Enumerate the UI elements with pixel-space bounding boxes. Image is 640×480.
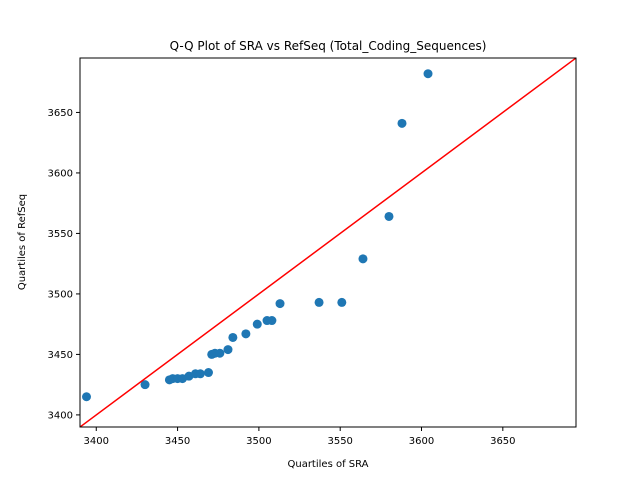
data-point-18 [267,316,277,326]
x-tick-label-3500: 3500 [246,436,271,447]
data-point-0 [82,392,92,402]
data-point-12 [215,348,225,358]
x-tick-label-3400: 3400 [84,436,109,447]
plot-frame [79,57,577,428]
y-tick-label-3400: 3400 [48,410,73,421]
x-tick-label-3450: 3450 [165,436,190,447]
data-point-9 [203,368,213,378]
plot-area [80,58,576,427]
y-tick-label-3550: 3550 [48,229,73,240]
data-point-15 [241,329,251,339]
data-point-13 [223,345,233,355]
y-axis-label: Quartiles of RefSeq [17,194,28,290]
y-tick-label-3600: 3600 [48,168,73,179]
reference-line [80,58,576,427]
chart-title: Q-Q Plot of SRA vs RefSeq (Total_Coding_… [170,39,487,53]
x-tick-label-3550: 3550 [327,436,352,447]
data-point-20 [314,297,324,307]
x-axis-label: Quartiles of SRA [287,459,368,470]
x-tick-label-3650: 3650 [490,436,515,447]
y-axis: 3400 3450 3500 3550 3600 3650 [48,108,80,421]
y-tick-label-3450: 3450 [48,350,73,361]
y-tick-label-3650: 3650 [48,108,73,119]
x-axis: 3400 3450 3500 3550 3600 3650 [84,427,516,447]
x-tick-label-3600: 3600 [409,436,434,447]
data-point-16 [252,319,262,329]
y-tick-label-3500: 3500 [48,289,73,300]
data-point-8 [195,369,205,379]
data-point-25 [423,69,433,79]
data-point-1 [140,380,150,390]
data-point-19 [275,299,285,309]
data-point-14 [228,332,238,342]
data-point-24 [397,118,407,128]
data-point-22 [358,254,368,264]
data-point-23 [384,211,394,221]
data-point-21 [337,297,347,307]
